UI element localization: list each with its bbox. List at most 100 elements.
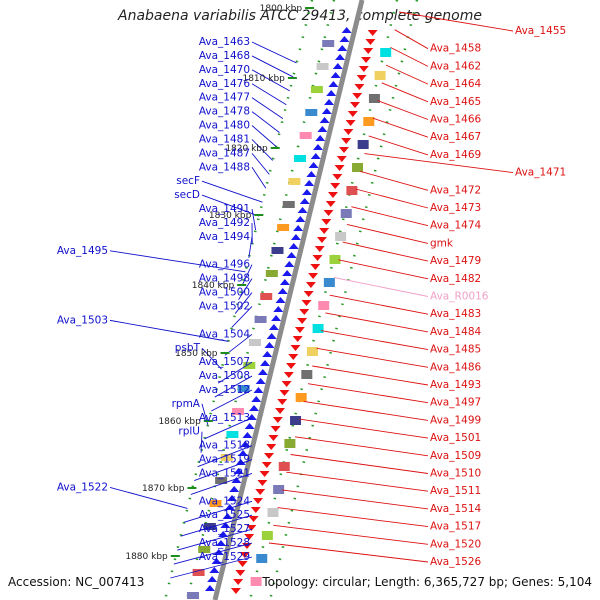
gene-label-left: Ava_1470	[199, 64, 250, 76]
gene-label-left: Ava_1488	[199, 161, 250, 173]
leader-line-left	[109, 319, 229, 342]
gene-block	[220, 454, 233, 461]
reverse-gene	[321, 219, 332, 225]
forward-gene	[251, 396, 262, 402]
reverse-gene	[259, 471, 270, 477]
leader-line-left	[251, 139, 274, 161]
gene-block	[316, 63, 329, 70]
forward-gene	[308, 162, 319, 168]
forward-gene	[235, 459, 246, 465]
reverse-gene	[250, 507, 261, 513]
leader-line-left	[251, 111, 280, 133]
gene-label-right: Ava_1520	[430, 538, 481, 550]
scale-tick-label: 1870 kbp	[142, 484, 185, 494]
leader-line-left	[211, 389, 253, 412]
reverse-gene	[279, 390, 290, 396]
scale-tick-label: 1820 kbp	[225, 144, 268, 154]
forward-gene	[238, 450, 249, 456]
leader-line-left	[177, 528, 253, 551]
gene-block	[237, 385, 250, 392]
reverse-gene	[281, 381, 292, 387]
forward-gene	[275, 297, 286, 303]
gene-label-left: Ava_1481	[199, 133, 250, 145]
reverse-gene	[301, 300, 312, 306]
forward-gene	[268, 324, 279, 330]
leader-line-right	[381, 82, 429, 103]
gene-label-right: Ava_1479	[430, 255, 481, 267]
gene-block	[256, 554, 268, 563]
leader-line-left	[109, 486, 188, 509]
gene-block	[310, 86, 323, 93]
gene-label-right: Ava_1466	[430, 114, 482, 126]
gene-label-left: Ava_1508	[199, 370, 250, 382]
forward-gene	[220, 522, 231, 528]
reverse-gene	[264, 453, 275, 459]
leader-line-left	[251, 55, 294, 78]
leader-line-left	[109, 250, 246, 273]
reverse-gene	[356, 75, 367, 81]
leader-line-left	[234, 292, 253, 314]
forward-gene	[284, 261, 295, 267]
leader-line-right	[394, 29, 429, 50]
leader-line-left	[231, 306, 253, 328]
gene-block	[380, 48, 392, 57]
topology-text: Topology: circular; Length: 6,365,727 bp…	[262, 575, 592, 589]
reverse-gene	[334, 165, 345, 171]
forward-gene	[249, 405, 260, 411]
gene-block	[282, 201, 295, 208]
leader-line-right	[329, 294, 429, 315]
dotted-track-3	[268, 0, 419, 600]
reverse-gene	[230, 588, 241, 594]
gene-block	[261, 531, 273, 540]
leader-line-left	[217, 361, 253, 384]
gene-label-left: rpmA	[172, 398, 201, 410]
gene-block	[250, 577, 262, 586]
leader-line-left	[238, 278, 253, 300]
forward-gene	[242, 432, 253, 438]
leader-line-right	[286, 471, 429, 492]
leader-line-right	[385, 64, 429, 85]
leader-line-left	[180, 514, 253, 537]
reverse-gene	[332, 174, 343, 180]
gene-block	[198, 546, 211, 553]
forward-gene	[226, 495, 237, 501]
forward-gene	[204, 585, 215, 591]
reverse-gene	[277, 399, 288, 405]
gene-label-left: Ava_1480	[199, 120, 250, 132]
forward-gene	[321, 108, 332, 114]
gene-label-right: Ava_1497	[430, 397, 481, 409]
reverse-gene	[286, 363, 297, 369]
reverse-gene	[343, 129, 354, 135]
leader-line-right	[290, 454, 429, 474]
gene-block	[254, 316, 267, 323]
gene-block	[284, 439, 296, 448]
forward-gene	[341, 27, 352, 33]
scale-tick-label: 1880 kbp	[125, 552, 168, 562]
gene-block	[290, 416, 302, 425]
gene-block	[295, 393, 307, 402]
gene-label-right: Ava_1485	[430, 344, 481, 356]
gene-block	[192, 569, 205, 576]
gene-label-right: Ava_1455	[515, 25, 566, 37]
gene-label-right: Ava_1526	[430, 556, 482, 568]
gene-block	[271, 247, 284, 254]
gene-block	[352, 163, 364, 172]
leader-line-right	[316, 347, 429, 368]
reverse-gene	[303, 291, 314, 297]
leader-line-left	[251, 69, 290, 92]
reverse-gene	[246, 525, 257, 531]
leader-line-right	[355, 188, 429, 209]
forward-gene	[277, 288, 288, 294]
leader-line-right	[398, 11, 514, 32]
gene-label-left: Ava_1512	[199, 384, 250, 396]
gene-block	[318, 301, 330, 310]
gene-label-right: Ava_1514	[430, 503, 482, 515]
reverse-gene	[283, 372, 294, 378]
reverse-gene	[268, 435, 279, 441]
leader-line-right	[307, 383, 429, 404]
reverse-gene	[367, 30, 378, 36]
leader-line-right	[377, 100, 429, 120]
scale-tick-label: 1810 kbp	[242, 74, 285, 84]
gene-block	[306, 347, 318, 356]
forward-gene	[312, 144, 323, 150]
